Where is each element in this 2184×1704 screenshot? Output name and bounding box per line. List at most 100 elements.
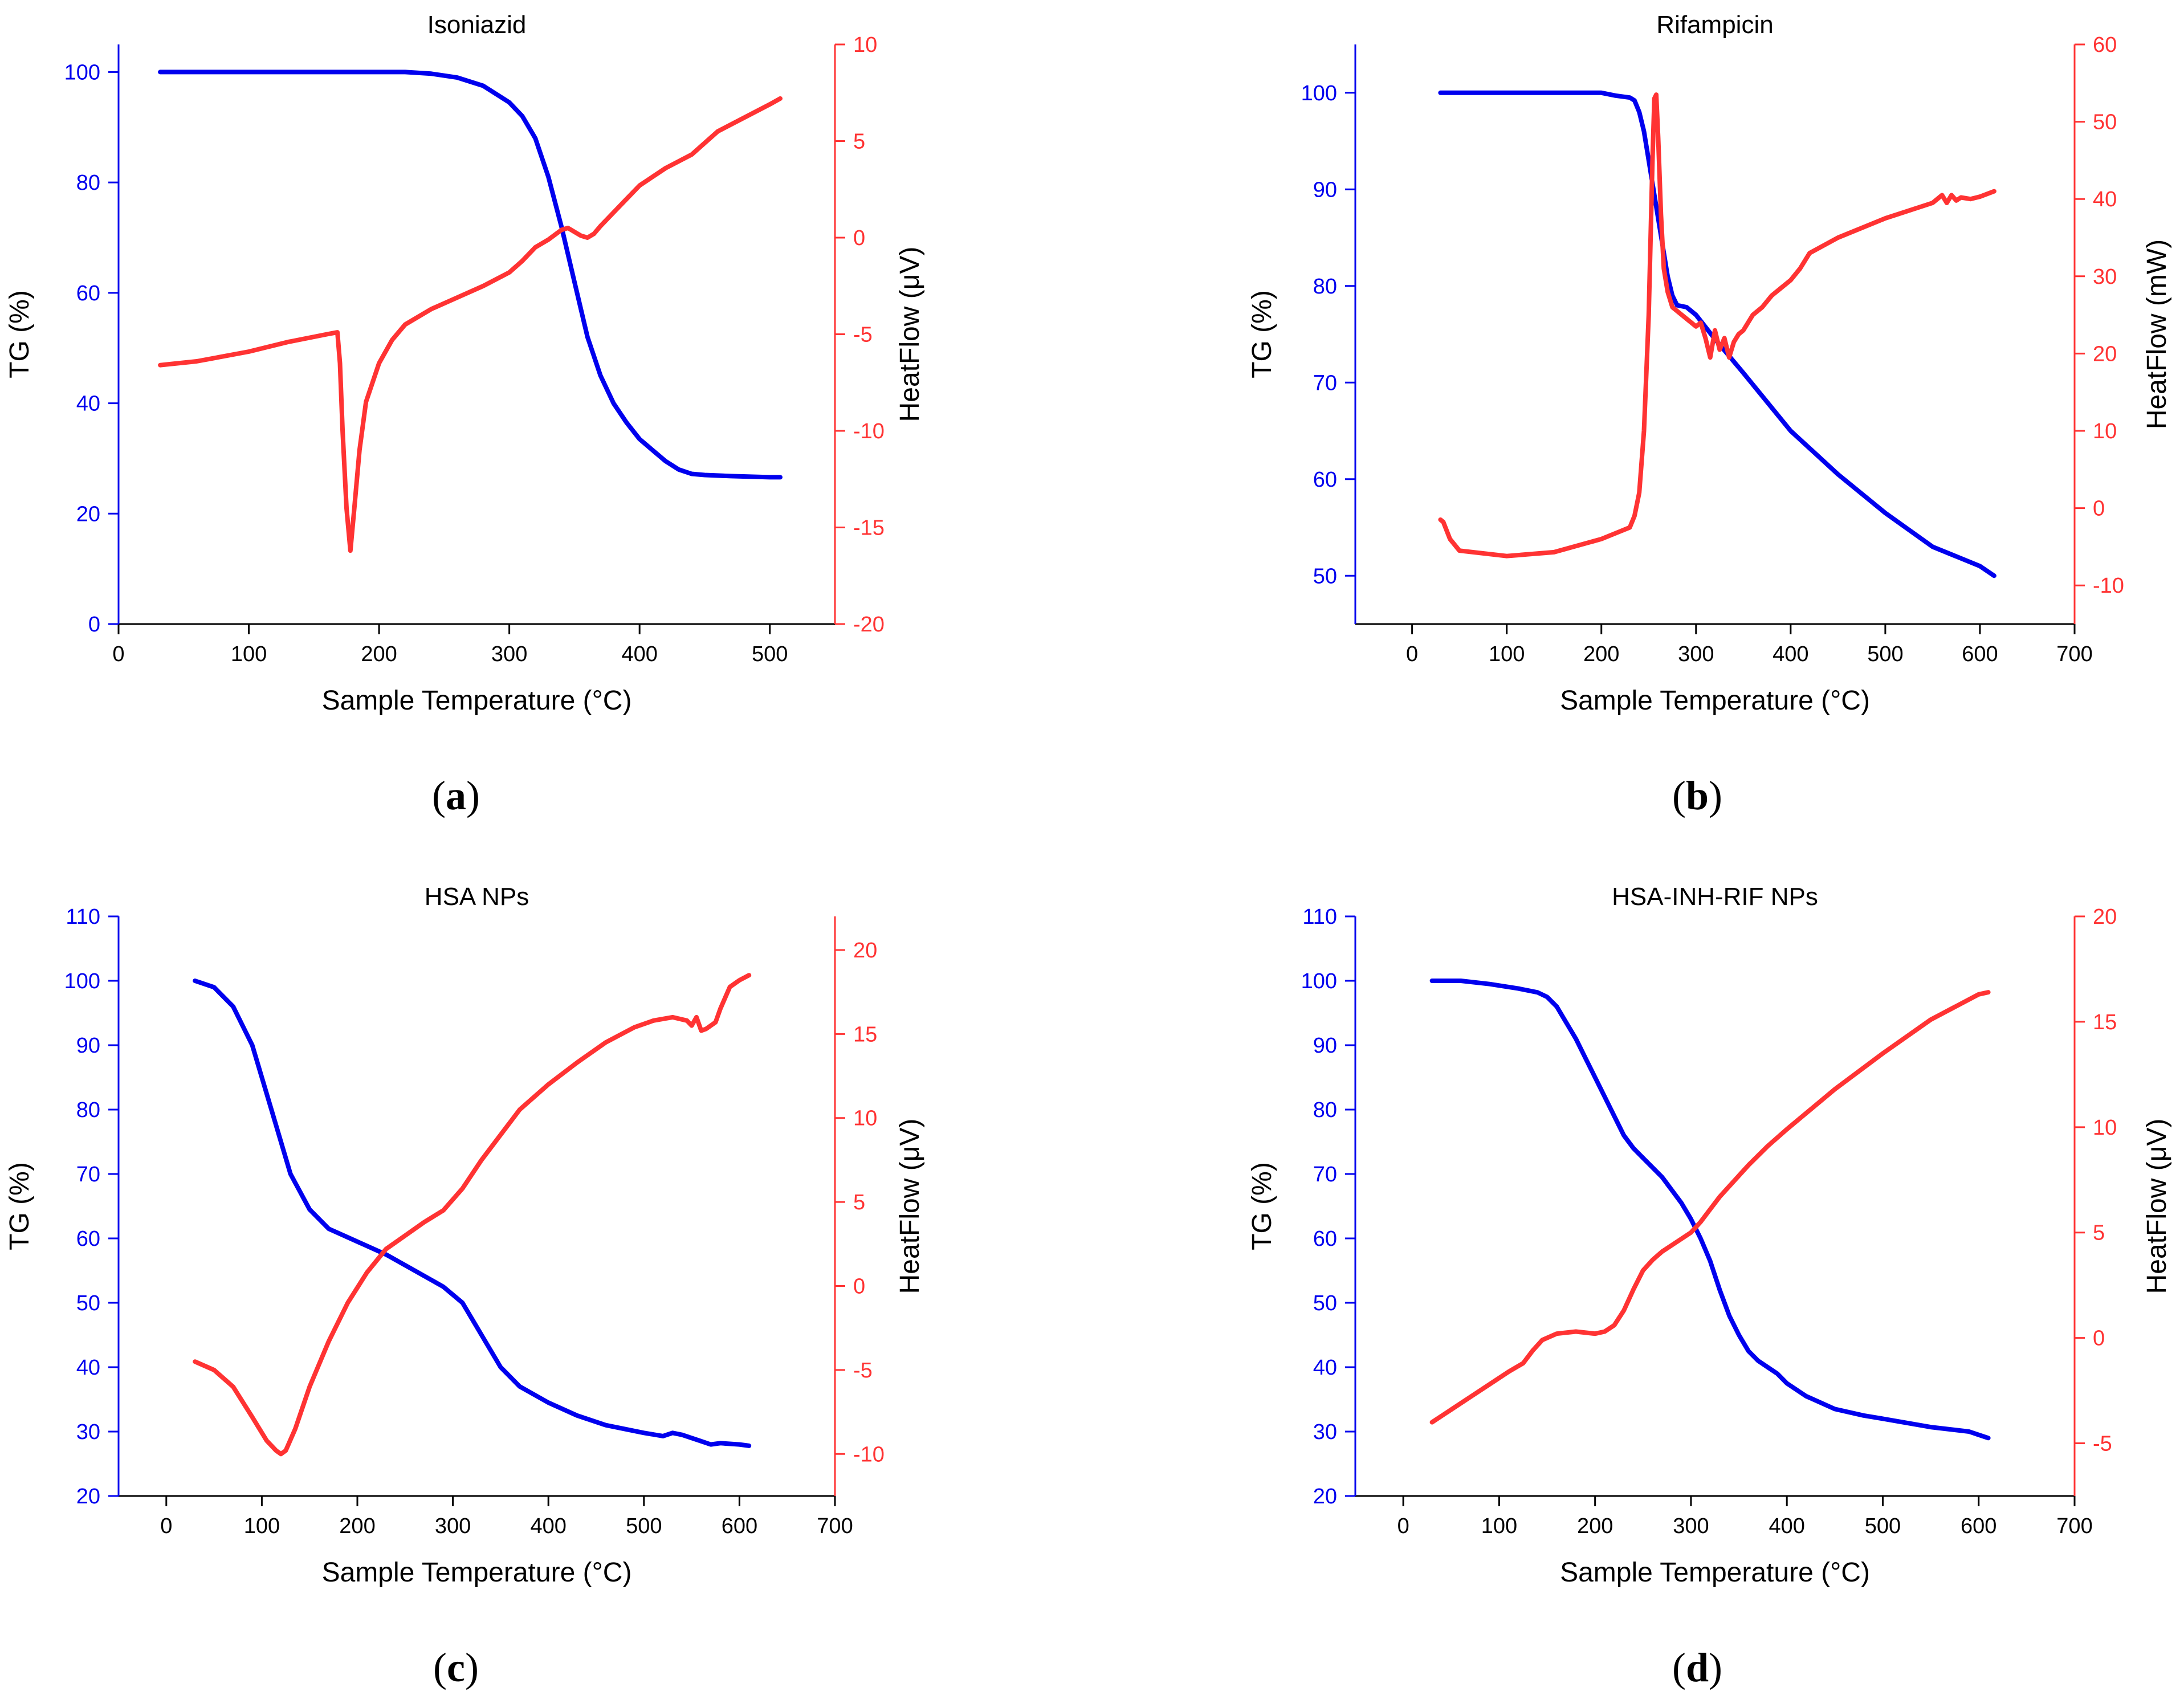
x-tick-label: 300 — [1678, 642, 1714, 666]
x-tick-label: 0 — [1406, 642, 1418, 666]
y-right-tick-label: -10 — [853, 419, 885, 443]
y-axis-right-label: HeatFlow (μV) — [895, 247, 925, 422]
y-axis-right-label: HeatFlow (mW) — [2142, 239, 2172, 429]
y-right-tick-label: 0 — [2093, 497, 2105, 521]
y-left-tick-label: 30 — [1313, 1420, 1337, 1444]
tg-series-line — [158, 70, 783, 480]
x-tick-label: 500 — [1867, 642, 1903, 666]
y-right-tick-label: -20 — [853, 613, 885, 637]
x-tick-label: 500 — [626, 1514, 662, 1538]
x-tick-label: 400 — [1773, 642, 1808, 666]
y-right-tick-label: 10 — [2093, 1116, 2117, 1140]
x-tick-label: 400 — [621, 642, 657, 666]
x-axis-label: Sample Temperature (°C) — [1560, 686, 1870, 716]
y-right-tick-label: -15 — [853, 516, 885, 540]
chart-panel-a: 0 100 200 300 400 500 0 20 40 60 80 100 -20 -15 -10 -5 0… — [5, 11, 925, 818]
y-left-tick-label: 70 — [76, 1163, 100, 1187]
y-left-tick-label: 40 — [1313, 1356, 1337, 1380]
y-left-tick-label: 50 — [76, 1291, 100, 1315]
x-tick-label: 300 — [435, 1514, 471, 1538]
x-tick-label: 100 — [1481, 1514, 1517, 1538]
y-left-tick-label: 100 — [64, 969, 100, 993]
y-right-tick-label: 0 — [2093, 1327, 2105, 1351]
x-tick-label: 700 — [2056, 1514, 2092, 1538]
y-right-tick-label: 40 — [2093, 187, 2117, 211]
x-tick-label: 200 — [1577, 1514, 1613, 1538]
x-tick-label: 200 — [1583, 642, 1619, 666]
y-right-tick-label: 20 — [853, 939, 877, 963]
y-right-tick-label: -5 — [853, 323, 873, 347]
y-right-tick-label: 20 — [2093, 342, 2117, 366]
x-tick-label: 0 — [1397, 1514, 1409, 1538]
y-right-tick-label: 10 — [853, 33, 877, 57]
y-right-tick-label: 5 — [2093, 1221, 2105, 1245]
heatflow-series-line — [158, 96, 783, 553]
x-tick-label: 300 — [491, 642, 527, 666]
y-left-tick-label: 90 — [76, 1034, 100, 1058]
y-left-tick-label: 60 — [76, 282, 100, 305]
y-right-tick-label: 10 — [2093, 419, 2117, 443]
y-left-tick-label: 60 — [1313, 1227, 1337, 1251]
y-right-tick-label: 20 — [2093, 905, 2117, 929]
panel-label: (c) — [433, 1645, 479, 1690]
y-left-tick-label: 0 — [88, 613, 100, 637]
chart-title: Rifampicin — [1656, 11, 1773, 39]
tg-series-line — [1429, 979, 1991, 1441]
panel-label: (a) — [432, 773, 480, 818]
y-left-tick-label: 90 — [1313, 178, 1337, 202]
y-axis-left-label: TG (%) — [1247, 1162, 1277, 1250]
y-right-tick-label: 5 — [853, 130, 865, 154]
y-left-tick-label: 80 — [76, 171, 100, 195]
x-tick-label: 200 — [339, 1514, 375, 1538]
y-left-tick-label: 30 — [76, 1420, 100, 1444]
x-tick-label: 700 — [817, 1514, 853, 1538]
x-tick-label: 400 — [1769, 1514, 1804, 1538]
y-axis-right-label: HeatFlow (μV) — [2142, 1119, 2172, 1294]
y-right-tick-label: -10 — [2093, 574, 2124, 598]
y-left-tick-label: 90 — [1313, 1034, 1337, 1058]
x-tick-label: 100 — [1489, 642, 1525, 666]
x-axis-label: Sample Temperature (°C) — [322, 686, 632, 716]
chart-title: HSA NPs — [425, 883, 529, 911]
x-tick-label: 700 — [2056, 642, 2092, 666]
x-tick-label: 600 — [722, 1514, 757, 1538]
chart-panel-c: 0 100 200 300 400 500 600 700203040506070809010… — [5, 883, 925, 1690]
y-right-tick-label: 5 — [853, 1191, 865, 1214]
y-left-tick-label: 50 — [1313, 564, 1337, 588]
y-left-tick-label: 20 — [1313, 1485, 1337, 1509]
y-right-tick-label: 15 — [2093, 1010, 2117, 1034]
y-left-tick-label: 40 — [76, 392, 100, 416]
chart-title: HSA-INH-RIF NPs — [1612, 883, 1818, 911]
x-axis-label: Sample Temperature (°C) — [322, 1558, 632, 1588]
y-left-tick-label: 80 — [76, 1098, 100, 1122]
x-tick-label: 0 — [160, 1514, 172, 1538]
y-left-tick-label: 70 — [1313, 371, 1337, 395]
y-left-tick-label: 60 — [1313, 468, 1337, 492]
tg-series-line — [193, 979, 752, 1448]
x-tick-label: 100 — [231, 642, 267, 666]
y-left-tick-label: 100 — [1301, 81, 1337, 105]
chart-panel-b: 0 100 200 300 400 500 600 700 50 60 70 80 90 100 -10 0 1… — [1247, 11, 2172, 818]
x-tick-label: 200 — [361, 642, 397, 666]
y-right-tick-label: 0 — [853, 226, 865, 250]
x-tick-label: 600 — [1961, 1514, 1996, 1538]
chart-panel-d: 0 100 200 300 400 500 600 700203040506070809010… — [1247, 883, 2172, 1690]
y-left-tick-label: 100 — [64, 60, 100, 84]
x-tick-label: 500 — [1865, 1514, 1901, 1538]
x-tick-label: 300 — [1673, 1514, 1709, 1538]
y-left-tick-label: 80 — [1313, 275, 1337, 299]
y-left-tick-label: 70 — [1313, 1163, 1337, 1187]
y-right-tick-label: -5 — [853, 1359, 873, 1383]
y-right-tick-label: -5 — [2093, 1432, 2112, 1456]
heatflow-series-line — [193, 973, 752, 1457]
x-tick-label: 400 — [530, 1514, 566, 1538]
chart-title: Isoniazid — [427, 11, 527, 39]
y-left-tick-label: 110 — [66, 905, 100, 929]
panel-label: (d) — [1672, 1645, 1722, 1690]
y-left-tick-label: 80 — [1313, 1098, 1337, 1122]
y-right-tick-label: 0 — [853, 1275, 865, 1299]
y-right-tick-label: 15 — [853, 1022, 877, 1046]
x-tick-label: 600 — [1962, 642, 1998, 666]
y-right-tick-label: 60 — [2093, 33, 2117, 57]
y-right-tick-label: 30 — [2093, 265, 2117, 289]
